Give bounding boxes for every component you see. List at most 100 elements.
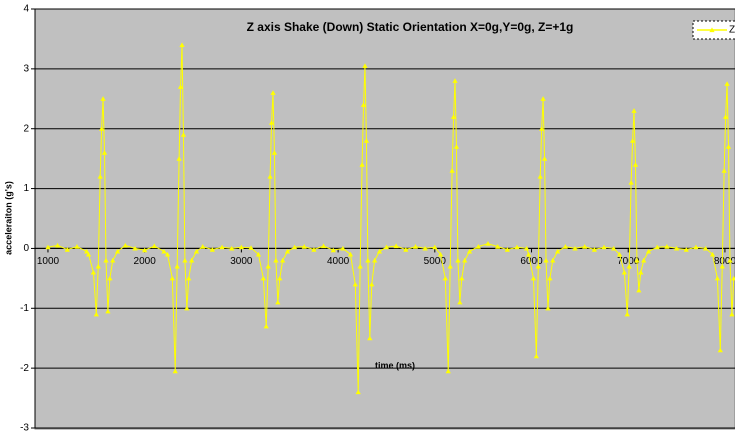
point-marker [638,269,644,275]
legend: Z [692,20,735,40]
point-marker [555,248,561,254]
point-marker [359,162,365,167]
point-marker [273,257,279,263]
point-marker [362,63,368,68]
point-marker [64,247,70,252]
point-marker [179,42,185,47]
point-marker [524,245,530,251]
point-marker [550,257,556,263]
point-marker [717,347,723,353]
point-marker [724,81,730,86]
point-marker [142,247,148,253]
x-tick-label: 5000 [424,256,447,267]
point-marker [725,144,732,149]
point-marker [85,251,92,257]
point-marker [105,308,111,314]
point-marker [330,247,336,253]
point-marker [369,281,375,287]
point-marker [268,120,275,125]
point-marker [55,242,61,248]
point-marker [582,244,588,249]
point-marker [352,281,358,287]
point-marker [629,138,636,143]
point-marker [641,257,647,263]
point-marker [320,243,327,249]
point-marker [702,245,709,251]
point-marker [541,156,548,161]
point-marker [628,179,634,185]
point-marker [683,247,689,252]
point-marker [664,244,670,249]
point-marker [485,241,491,246]
point-marker [723,114,729,119]
point-marker [182,257,188,263]
point-marker [164,251,171,257]
x-tick-label: 6000 [520,256,543,267]
point-marker [169,275,175,281]
point-marker [562,244,568,249]
y-tick-label: -1 [20,303,29,314]
point-marker [177,84,184,89]
point-marker [466,248,473,254]
point-marker [719,263,725,269]
point-marker [457,299,463,305]
point-marker [93,311,99,317]
point-marker [526,251,532,257]
point-marker [530,275,537,281]
point-marker [347,251,354,257]
point-marker [422,245,428,251]
point-marker [355,389,361,395]
point-marker [393,243,399,249]
point-marker [447,263,453,269]
point-marker [673,245,680,251]
point-marker [631,108,637,113]
point-marker [219,244,225,250]
point-marker [533,353,539,359]
point-marker [693,244,699,250]
point-marker [383,244,390,250]
point-marker [654,244,660,250]
point-marker [189,257,195,263]
series-line [47,44,735,393]
x-tick-label: 7000 [617,256,640,267]
point-marker [450,114,457,119]
point-marker [172,368,178,374]
chart-title: Z axis Shake (Down) Static Orientation X… [247,20,574,34]
point-marker [721,168,727,173]
point-marker [539,126,545,131]
y-tick-label: 3 [23,63,29,74]
point-marker [591,247,597,252]
point-marker [186,275,192,281]
point-marker [367,335,373,341]
point-marker [514,244,520,250]
point-marker [621,269,627,275]
point-marker [572,245,578,251]
x-tick-label: 2000 [134,256,157,267]
point-marker [449,168,455,173]
x-axis-label: time (ms) [375,360,415,370]
point-marker [626,263,632,269]
point-marker [74,244,80,249]
point-marker [611,245,617,251]
point-marker [357,263,363,269]
point-marker [495,244,501,249]
legend-marker [709,27,715,33]
point-marker [95,263,101,269]
point-marker [545,305,551,311]
y-tick-label: 0 [23,243,29,254]
point-marker [537,174,543,179]
point-marker [97,174,103,179]
point-marker [99,126,105,131]
point-marker [271,150,278,155]
point-marker [535,263,541,269]
point-marker [340,245,346,251]
point-marker [151,243,157,249]
point-marker [277,275,283,281]
point-marker [543,257,549,263]
point-marker [301,244,307,249]
point-marker [248,245,254,250]
point-marker [200,244,206,249]
point-marker [176,156,182,161]
point-marker [360,102,367,107]
